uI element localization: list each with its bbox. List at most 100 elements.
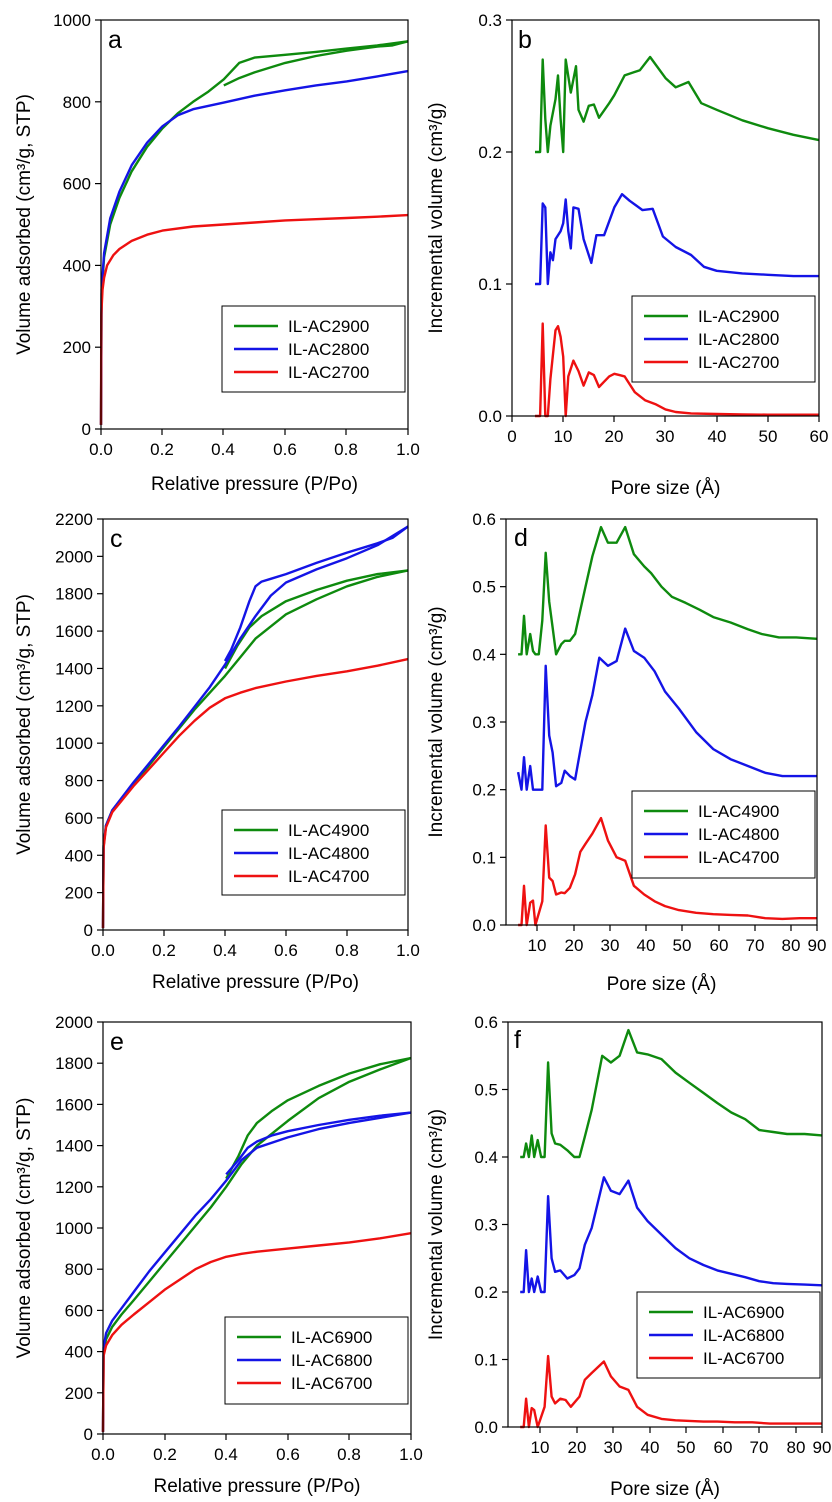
x-tick-label: 40 [641,1438,660,1457]
legend-label: IL-AC6900 [703,1303,784,1322]
y-tick-label: 1800 [55,1054,93,1073]
x-tick-label: 40 [708,427,727,446]
x-tick-label: 0.0 [89,440,113,459]
x-tick-label: 0.8 [334,440,358,459]
x-tick-label: 0.2 [153,1445,177,1464]
panel-label: f [514,1026,521,1054]
series-line-e-il-ac6800 [225,1111,412,1176]
legend-label: IL-AC4800 [698,825,779,844]
y-axis-label: Volume adsorbed (cm³/g, STP) [14,594,35,855]
panel-label: d [514,524,528,552]
y-tick-label: 1200 [55,1178,93,1197]
y-tick-label: 0 [84,921,93,940]
y-tick-label: 0.3 [478,11,502,30]
x-tick-label: 0.2 [152,941,176,960]
x-tick-label: 0.6 [273,440,297,459]
x-tick-label: 0.6 [276,1445,300,1464]
x-tick-label: 0.4 [214,1445,238,1464]
y-tick-label: 0.5 [474,1081,498,1100]
y-tick-label: 0.2 [472,781,496,800]
x-tick-label: 20 [605,427,624,446]
series-line-b-il-ac2700 [535,322,819,418]
x-tick-label: 0.0 [91,1445,115,1464]
x-tick-label: 60 [810,427,829,446]
series-line-c-il-ac4900 [223,569,409,670]
y-tick-label: 400 [65,846,93,865]
y-tick-label: 400 [65,1343,93,1362]
y-axis-label: Incremental volume (cm³/g) [426,606,447,837]
x-tick-label: 80 [782,936,801,955]
series-line-b-il-ac2900 [535,55,820,154]
y-axis-label: Incremental volume (cm³/g) [426,102,447,333]
x-tick-label: 50 [759,427,778,446]
x-axis-label: Relative pressure (P/Po) [151,474,358,495]
x-tick-label: 0.2 [150,440,174,459]
legend-label: IL-AC6800 [703,1326,784,1345]
y-tick-label: 0.1 [474,1351,498,1370]
x-tick-label: 0.8 [337,1445,361,1464]
series-line-d-il-ac4700 [518,816,817,927]
legend-label: IL-AC4900 [288,821,369,840]
y-tick-label: 1600 [55,622,93,641]
series-line-a-il-ac2800 [99,69,409,425]
panel-label: b [518,26,532,54]
y-tick-label: 2000 [55,547,93,566]
x-tick-label: 10 [554,427,573,446]
y-axis-label: Incremental volume (cm³/g) [426,1109,447,1340]
y-tick-label: 0.4 [472,645,496,664]
x-tick-label: 30 [656,427,675,446]
series-line-f-il-ac6800 [520,1176,823,1294]
y-tick-label: 1400 [55,659,93,678]
y-tick-label: 600 [65,1301,93,1320]
panel-label: e [110,1028,124,1056]
y-tick-label: 0.4 [474,1148,498,1167]
legend-label: IL-AC6700 [703,1349,784,1368]
series-line-f-il-ac6900 [520,1028,823,1159]
x-tick-label: 0.4 [213,941,237,960]
y-tick-label: 800 [65,772,93,791]
x-tick-label: 90 [808,936,827,955]
x-axis-label: Relative pressure (P/Po) [152,972,359,993]
series-line-e-il-ac6700 [101,1232,412,1432]
x-tick-label: 70 [746,936,765,955]
y-tick-label: 200 [65,1384,93,1403]
series-line-a-il-ac2700 [99,213,409,425]
y-tick-label: 0.6 [474,1013,498,1032]
series-line-c-il-ac4800 [223,525,409,662]
x-tick-label: 90 [813,1438,832,1457]
legend-label: IL-AC4700 [698,848,779,867]
legend-label: IL-AC6700 [291,1374,372,1393]
y-tick-label: 0.0 [474,1418,498,1437]
x-axis-label: Pore size (Å) [607,974,717,995]
x-tick-label: 0.0 [91,941,115,960]
series-line-e-il-ac6900 [225,1056,412,1180]
y-tick-label: 1000 [53,11,91,30]
legend-label: IL-AC6800 [291,1351,372,1370]
legend-label: IL-AC2900 [288,317,369,336]
plot-frame-c [102,518,409,931]
series-line-b-il-ac2800 [535,193,819,286]
x-tick-label: 10 [528,936,547,955]
y-tick-label: 800 [65,1260,93,1279]
y-tick-label: 200 [65,884,93,903]
series-line-e-il-ac6800 [101,1111,412,1432]
x-tick-label: 0 [507,427,516,446]
y-tick-label: 0 [82,420,91,439]
x-tick-label: 40 [637,936,656,955]
x-tick-label: 1.0 [396,440,420,459]
legend-label: IL-AC2700 [698,353,779,372]
y-tick-label: 1400 [55,1137,93,1156]
y-tick-label: 2000 [55,1013,93,1032]
x-tick-label: 50 [677,1438,696,1457]
y-tick-label: 0.1 [472,848,496,867]
legend-label: IL-AC4800 [288,844,369,863]
legend-label: IL-AC4700 [288,867,369,886]
x-tick-label: 0.4 [211,440,235,459]
y-tick-label: 0.2 [474,1283,498,1302]
x-tick-label: 30 [604,1438,623,1457]
y-tick-label: 0.1 [478,275,502,294]
x-tick-label: 20 [568,1438,587,1457]
y-tick-label: 0.6 [472,510,496,529]
x-tick-label: 0.6 [274,941,298,960]
